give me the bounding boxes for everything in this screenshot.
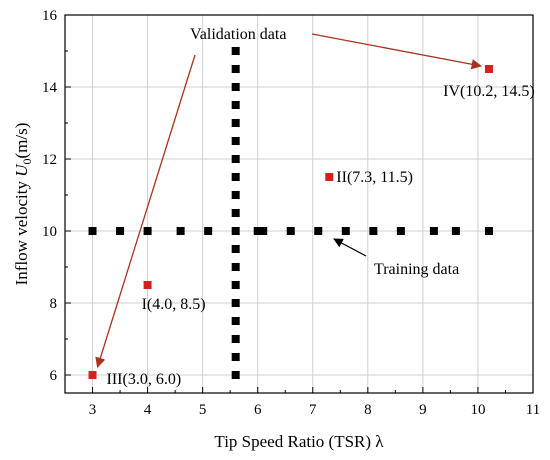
y-axis-title-main: Inflow velocity bbox=[12, 177, 31, 286]
x-tick-label: 9 bbox=[419, 402, 427, 418]
training-point bbox=[231, 65, 240, 73]
training-point bbox=[231, 227, 240, 235]
y-axis-title-unit: (m/s) bbox=[12, 123, 31, 159]
validation-point bbox=[325, 173, 334, 181]
training-point bbox=[231, 335, 240, 343]
y-tick-label: 6 bbox=[50, 368, 58, 384]
x-tick-label: 5 bbox=[199, 402, 207, 418]
training-point bbox=[451, 227, 460, 235]
training-point bbox=[231, 83, 240, 91]
training-point bbox=[396, 227, 405, 235]
training-point bbox=[231, 263, 240, 271]
training-point bbox=[231, 101, 240, 109]
training-point bbox=[231, 299, 240, 307]
plot-frame bbox=[64, 14, 534, 394]
validation-arrow bbox=[311, 33, 482, 70]
training-point bbox=[231, 47, 240, 55]
training-point bbox=[204, 227, 213, 235]
training-point bbox=[231, 191, 240, 199]
training-point bbox=[231, 155, 240, 163]
y-tick-label: 10 bbox=[42, 224, 57, 240]
validation-point bbox=[484, 65, 493, 73]
training-point bbox=[231, 317, 240, 325]
validation-point bbox=[88, 371, 97, 379]
training-point bbox=[231, 281, 240, 289]
annotation-arrows bbox=[95, 33, 482, 368]
training-point bbox=[231, 371, 240, 379]
y-axis-ticks: 6 8 10 12 14 16 bbox=[42, 8, 71, 384]
training-point bbox=[259, 227, 268, 235]
validation-point-label: I(4.0, 8.5) bbox=[142, 296, 206, 313]
x-tick-label: 7 bbox=[309, 402, 317, 418]
training-point bbox=[369, 227, 378, 235]
training-point bbox=[231, 119, 240, 127]
validation-arrow bbox=[95, 54, 196, 368]
training-point bbox=[231, 353, 240, 361]
validation-point-label: II(7.3, 11.5) bbox=[336, 169, 413, 186]
x-tick-label: 6 bbox=[254, 402, 262, 418]
training-arrow bbox=[333, 238, 367, 257]
training-point bbox=[231, 209, 240, 217]
y-tick-label: 12 bbox=[42, 152, 57, 168]
validation-data-annotation: Validation data bbox=[190, 26, 286, 43]
training-point bbox=[231, 245, 240, 253]
training-point bbox=[143, 227, 152, 235]
validation-points: I(4.0, 8.5) II(7.3, 11.5) III(3.0, 6.0) IV(… bbox=[88, 65, 535, 388]
training-point bbox=[341, 227, 350, 235]
training-point bbox=[88, 227, 97, 235]
validation-point-label: IV(10.2, 14.5) bbox=[443, 83, 535, 100]
training-point bbox=[116, 227, 125, 235]
training-point bbox=[253, 227, 262, 235]
training-point bbox=[231, 137, 240, 145]
x-tick-label: 3 bbox=[89, 402, 97, 418]
training-point bbox=[176, 227, 185, 235]
grid-lines bbox=[65, 15, 533, 393]
validation-point-label: III(3.0, 6.0) bbox=[107, 371, 182, 388]
training-point bbox=[484, 227, 493, 235]
training-point bbox=[231, 173, 240, 181]
x-axis-ticks: 3 4 5 6 7 8 9 10 11 bbox=[89, 387, 540, 418]
training-point bbox=[286, 227, 295, 235]
x-tick-label: 10 bbox=[470, 402, 485, 418]
x-tick-label: 11 bbox=[526, 402, 540, 418]
y-tick-label: 8 bbox=[50, 296, 58, 312]
y-tick-label: 16 bbox=[42, 8, 58, 24]
x-axis-title: Tip Speed Ratio (TSR) λ bbox=[214, 432, 384, 451]
x-tick-label: 8 bbox=[364, 402, 372, 418]
training-points bbox=[88, 47, 493, 379]
training-point bbox=[429, 227, 438, 235]
y-axis-title-subscript: 0 bbox=[20, 159, 34, 165]
training-point bbox=[314, 227, 323, 235]
y-tick-label: 14 bbox=[42, 80, 58, 96]
y-axis-title: Inflow velocity U0(m/s) bbox=[12, 123, 34, 286]
x-tick-label: 4 bbox=[144, 402, 152, 418]
y-axis-title-symbol: U bbox=[12, 163, 31, 177]
training-data-annotation: Training data bbox=[374, 261, 459, 278]
validation-point bbox=[143, 281, 152, 289]
